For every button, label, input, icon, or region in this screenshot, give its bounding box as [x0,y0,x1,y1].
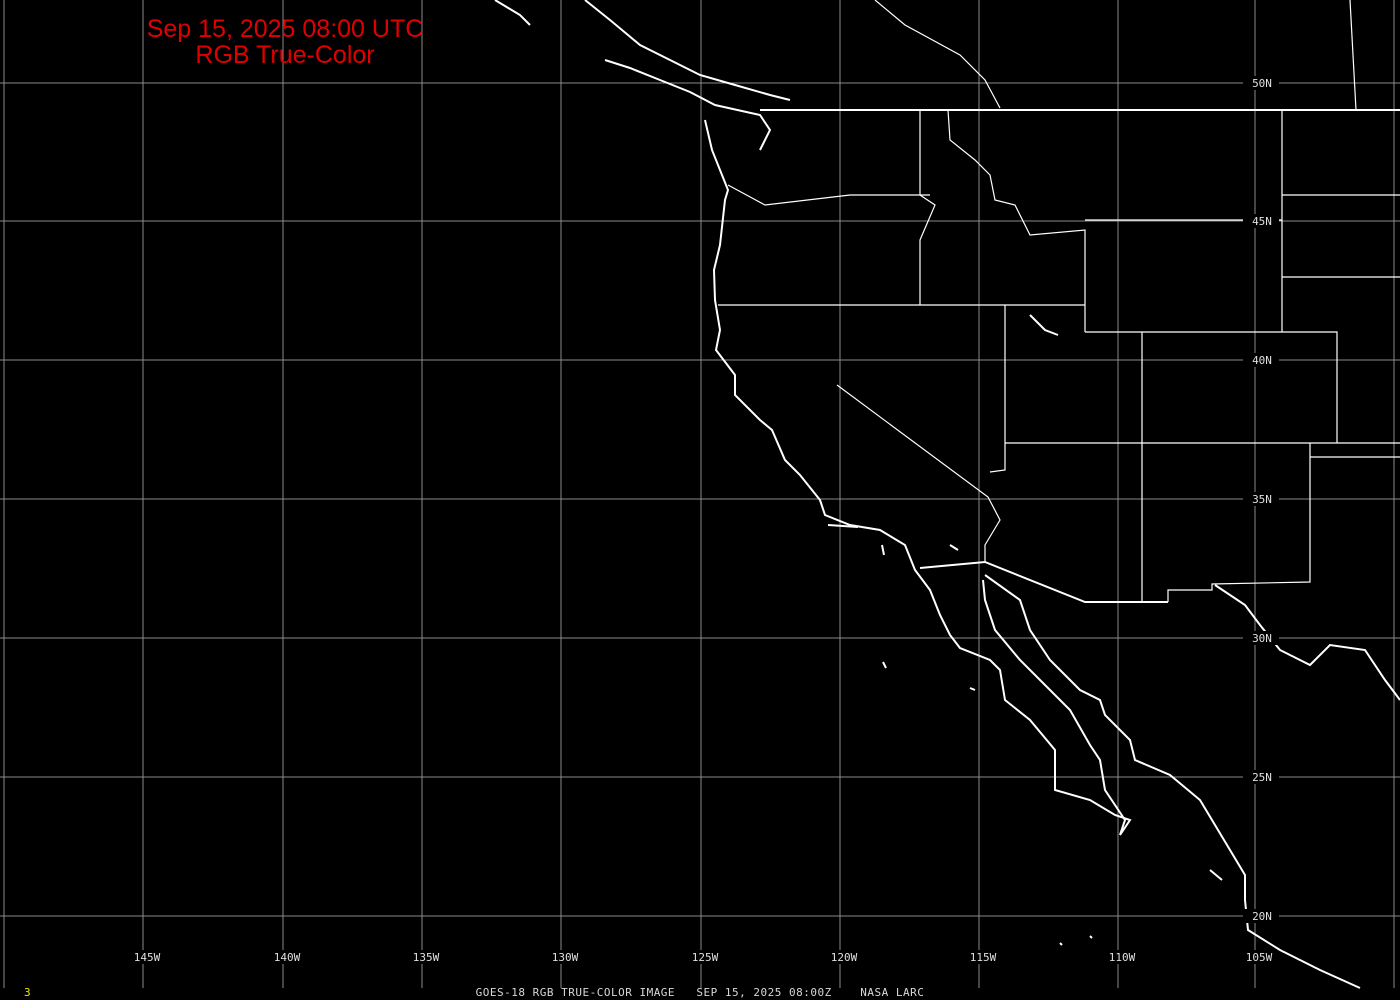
sask-manitoba-border [1349,0,1357,111]
latitude-labels: 50N 45N 40N 35N 30N 25N 20N [1243,76,1279,923]
longitude-label: 120W [831,951,858,964]
political-borders [718,0,1400,603]
latitude-label: 30N [1252,632,1272,645]
id-mt-border [947,109,1086,332]
map-title-product: RGB True-Color [195,41,375,69]
longitude-label: 145W [134,951,161,964]
latitude-label: 40N [1252,354,1272,367]
longitude-label: 115W [970,951,997,964]
longitude-label: 135W [413,951,440,964]
us-mexico-border [919,560,1168,603]
frame-number: 3 [24,986,31,999]
longitude-label: 140W [274,951,301,964]
wy-south-border [1085,331,1338,443]
gulf-coast [1214,584,1400,701]
bc-alberta-border [874,0,1001,109]
nm-border [1167,443,1311,602]
footer-caption: GOES-18 RGB TRUE-COLOR IMAGE SEP 15, 202… [475,986,925,999]
west-coast [704,119,1132,836]
or-id-border [919,110,936,305]
map-title-datetime: Sep 15, 2025 08:00 UTC [146,15,424,43]
latitude-label: 50N [1252,77,1272,90]
latitude-label: 25N [1252,771,1272,784]
latitude-label: 35N [1252,493,1272,506]
longitude-label: 130W [552,951,579,964]
coastlines [494,0,1400,989]
vancouver-island [494,0,791,151]
nevada-east-border [989,305,1006,473]
mexico-mainland-coast [984,574,1361,989]
longitude-label: 110W [1109,951,1136,964]
islands [827,314,1223,946]
longitude-labels: 145W 140W 135W 130W 125W 120W 115W 110W 105W [129,950,1277,964]
wa-or-border [727,184,930,206]
dakotas-border [1281,110,1400,332]
longitude-label: 105W [1246,951,1273,964]
latitude-label: 20N [1252,910,1272,923]
ca-nv-border [836,384,1001,562]
latitude-label: 45N [1252,215,1272,228]
longitude-label: 125W [692,951,719,964]
